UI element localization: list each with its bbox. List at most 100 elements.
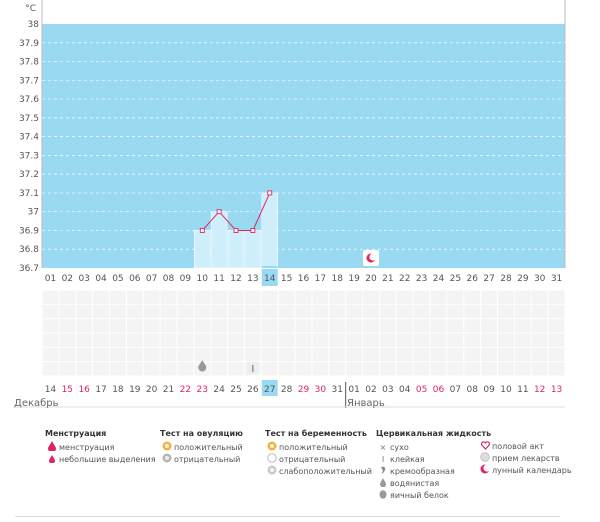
observation-cell bbox=[143, 333, 160, 347]
observation-cell bbox=[177, 333, 194, 347]
observation-cell bbox=[514, 304, 531, 319]
temperature-point bbox=[250, 228, 256, 233]
y-tick-label: 37.4 bbox=[19, 133, 39, 143]
observation-cell bbox=[312, 333, 329, 347]
observation-cell bbox=[548, 319, 565, 333]
temperature-point bbox=[267, 190, 273, 196]
observation-cell bbox=[42, 290, 59, 304]
observation-cell bbox=[363, 290, 379, 304]
pregnancy-negative-icon bbox=[265, 453, 279, 467]
cycle-day-label: 22 bbox=[399, 274, 410, 284]
legend-item: кремообразная bbox=[376, 466, 491, 478]
cycle-day-label: 16 bbox=[298, 274, 310, 284]
legend-item-label: положительный bbox=[279, 443, 348, 452]
observation-cell bbox=[59, 347, 76, 362]
observation-cell bbox=[160, 333, 177, 347]
cycle-day-label: 11 bbox=[213, 274, 224, 284]
observation-cell bbox=[379, 319, 396, 333]
observation-cell bbox=[211, 319, 228, 333]
observation-cell bbox=[396, 319, 413, 333]
legend-item: прием лекарств bbox=[478, 452, 572, 465]
observation-cell bbox=[514, 319, 531, 333]
cycle-day-label: 07 bbox=[146, 274, 157, 284]
observation-cell bbox=[160, 290, 177, 304]
ovulation-positive-icon bbox=[160, 441, 174, 455]
legend-item: I клейкая bbox=[376, 454, 491, 466]
observation-cell bbox=[93, 319, 109, 333]
legend-item: яичный белок bbox=[376, 490, 491, 502]
legend-item: отрицательный bbox=[265, 453, 372, 467]
observation-cell bbox=[109, 290, 126, 304]
observation-cell bbox=[109, 333, 126, 347]
observation-cell bbox=[396, 333, 413, 347]
legend-item-label: слабоположительный bbox=[279, 467, 372, 476]
observation-cell bbox=[42, 319, 59, 333]
observation-cell bbox=[346, 304, 363, 319]
observation-cell bbox=[295, 333, 312, 347]
date-label: 22 bbox=[180, 385, 191, 395]
observation-cell bbox=[548, 347, 565, 362]
observation-cell bbox=[177, 290, 194, 304]
highlight-cycle-day bbox=[261, 269, 278, 286]
observation-cell bbox=[363, 319, 379, 333]
legend-item-label: отрицательный bbox=[279, 455, 346, 464]
temperature-bar bbox=[210, 211, 228, 269]
observation-cell bbox=[93, 347, 109, 362]
observation-cell bbox=[109, 347, 126, 362]
observation-cell bbox=[228, 347, 244, 362]
observation-cell bbox=[447, 362, 464, 376]
y-tick-label: 36.9 bbox=[19, 226, 39, 236]
observation-cell bbox=[126, 290, 143, 304]
observation-cell bbox=[295, 362, 312, 376]
date-label: 11 bbox=[517, 385, 528, 395]
date-label: 06 bbox=[433, 385, 445, 395]
creamy-icon bbox=[376, 465, 390, 479]
legend-ovulation-title: Тест на овуляцию bbox=[160, 429, 243, 438]
egg-white-icon bbox=[376, 489, 390, 503]
cycle-day-label: 28 bbox=[500, 274, 512, 284]
observation-cell bbox=[76, 319, 93, 333]
observation-cell bbox=[481, 333, 498, 347]
observation-cell bbox=[447, 347, 464, 362]
y-tick-label: 37.8 bbox=[19, 58, 39, 68]
observation-cell bbox=[59, 362, 76, 376]
observation-cell bbox=[514, 290, 531, 304]
legend-item-label: клейкая bbox=[390, 455, 425, 464]
date-label: 14 bbox=[45, 385, 57, 395]
legend-item-label: небольшие выделения bbox=[59, 455, 156, 464]
cycle-day-label: 02 bbox=[62, 274, 73, 284]
observation-cell bbox=[413, 333, 430, 347]
observation-cell bbox=[430, 333, 447, 347]
observation-cell bbox=[430, 304, 447, 319]
observation-cell bbox=[261, 347, 278, 362]
observation-cell bbox=[379, 333, 396, 347]
observation-cell bbox=[143, 290, 160, 304]
observation-cell bbox=[430, 290, 447, 304]
legend-item-label: половой акт bbox=[492, 442, 544, 451]
observation-cell bbox=[413, 319, 430, 333]
observation-cell bbox=[42, 362, 59, 376]
cycle-day-label: 13 bbox=[247, 274, 258, 284]
observation-cell bbox=[481, 362, 498, 376]
observation-cell bbox=[93, 290, 109, 304]
observation-cell bbox=[244, 290, 261, 304]
observation-cell bbox=[531, 319, 548, 333]
observation-cell bbox=[531, 362, 548, 376]
cycle-day-label: 30 bbox=[534, 274, 546, 284]
date-label: 03 bbox=[382, 385, 393, 395]
legend-item: слабоположительный bbox=[265, 465, 372, 478]
legend-cervical-title: Цервикальная жидкость bbox=[376, 429, 492, 438]
observation-cell bbox=[76, 347, 93, 362]
observation-cell bbox=[109, 319, 126, 333]
date-label: 15 bbox=[62, 385, 73, 395]
observation-cell bbox=[329, 290, 346, 304]
y-tick-label: 37.5 bbox=[19, 114, 39, 124]
cycle-day-label: 31 bbox=[551, 274, 562, 284]
cycle-day-label: 19 bbox=[348, 274, 360, 284]
observation-cell bbox=[447, 304, 464, 319]
observation-cell bbox=[531, 333, 548, 347]
legend-item: положительный bbox=[265, 441, 372, 454]
observation-cell bbox=[464, 362, 481, 376]
observation-cell bbox=[413, 362, 430, 376]
